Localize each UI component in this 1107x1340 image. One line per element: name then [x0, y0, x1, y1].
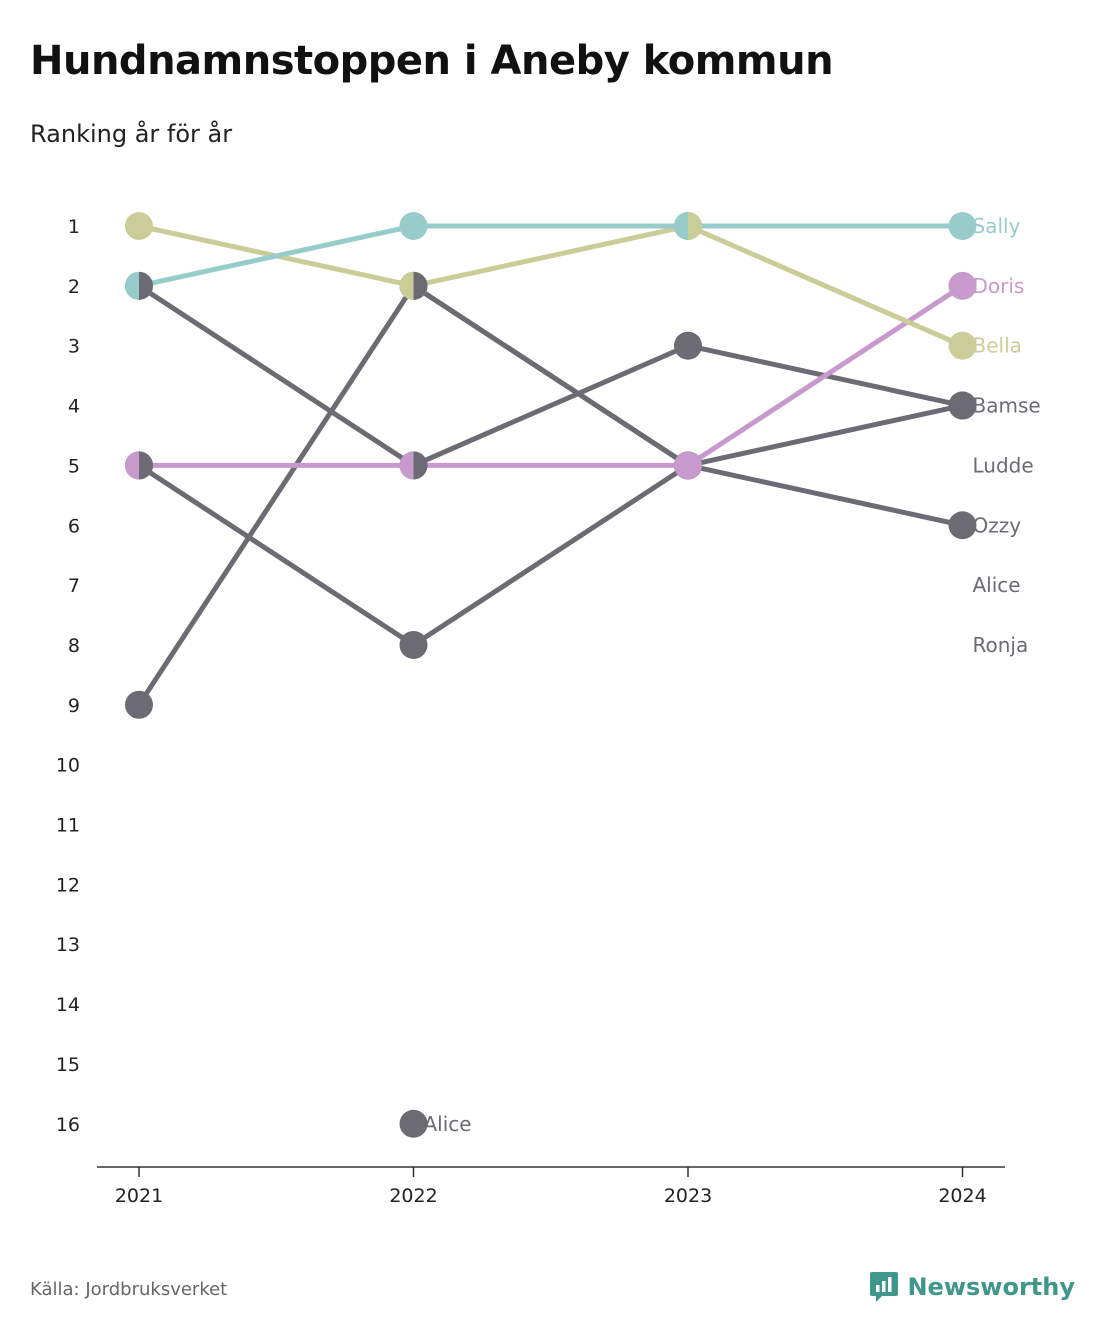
end-label-doris: Doris	[973, 274, 1025, 298]
y-tick-label: 15	[56, 1054, 80, 1076]
series-point-sally	[948, 212, 977, 240]
y-tick-label: 4	[68, 396, 80, 418]
series-labels: Sally Doris Bella Bamse Ludde Ozzy Alice Ronja A…	[424, 214, 1041, 1136]
end-label-ozzy: Ozzy	[973, 513, 1022, 537]
end-label-ronja: Ronja	[973, 633, 1029, 657]
y-tick-label: 11	[56, 815, 80, 837]
y-tick-label: 3	[68, 336, 80, 358]
series-line-doris	[136, 283, 965, 468]
chart-subtitle: Ranking år för år	[30, 120, 233, 148]
x-tick-label: 2022	[389, 1185, 437, 1207]
series-line-sally	[136, 223, 965, 289]
series-point-doris	[948, 271, 977, 300]
series-line-bella	[136, 223, 965, 349]
series-point-bamse	[125, 690, 153, 719]
y-tick-label: 14	[56, 994, 80, 1016]
brand-name: Newsworthy	[907, 1273, 1075, 1301]
y-tick-label: 16	[56, 1114, 80, 1136]
x-tick-label: 2024	[938, 1185, 986, 1207]
point-label-alice: Alice	[424, 1112, 472, 1136]
y-tick-label: 1	[68, 216, 80, 238]
y-tick-label: 8	[68, 635, 80, 657]
series-point-ozzy	[674, 331, 702, 360]
series-point-ronja	[399, 1109, 428, 1138]
y-tick-label: 5	[68, 455, 80, 477]
series-lines	[136, 223, 965, 708]
shared-rank-marker	[125, 451, 153, 480]
series-point-bella	[948, 331, 977, 360]
chart-title: Hundnamnstoppen i Aneby kommun	[30, 38, 834, 84]
brand-logo: Newsworthy	[870, 1272, 1075, 1302]
series-point-bella	[125, 212, 153, 240]
end-label-ludde: Ludde	[973, 453, 1034, 477]
shared-rank-marker	[674, 212, 702, 240]
end-label-sally: Sally	[973, 214, 1021, 238]
source-note: Källa: Jordbruksverket	[30, 1279, 228, 1300]
y-tick-label: 13	[56, 934, 80, 956]
x-axis: 2021 2022 2023 2024	[97, 1166, 1005, 1207]
end-label-alice: Alice	[973, 573, 1021, 597]
y-tick-label: 12	[56, 874, 80, 896]
series-line-bamse	[136, 283, 965, 708]
series-point-ludde	[399, 630, 428, 659]
end-label-bella: Bella	[973, 334, 1022, 358]
shared-rank-marker	[399, 451, 428, 480]
series-point-alice	[948, 511, 977, 540]
shared-rank-marker	[399, 271, 428, 300]
x-tick-label: 2021	[115, 1185, 163, 1207]
y-tick-label: 9	[68, 695, 80, 717]
series-point-doris	[674, 451, 702, 480]
newsworthy-logo-icon	[870, 1272, 899, 1302]
y-tick-label: 10	[56, 755, 80, 777]
series-points	[125, 212, 977, 1138]
y-tick-label: 6	[68, 515, 80, 537]
y-tick-label: 7	[68, 575, 80, 597]
series-point-sally	[399, 212, 428, 240]
end-label-bamse: Bamse	[973, 394, 1041, 418]
series-line-alice	[411, 283, 965, 528]
y-tick-label: 2	[68, 276, 80, 298]
series-line-ludde	[136, 462, 691, 648]
series-point-ozzy	[948, 391, 977, 420]
x-tick-label: 2023	[664, 1185, 712, 1207]
shared-rank-marker	[125, 271, 153, 300]
